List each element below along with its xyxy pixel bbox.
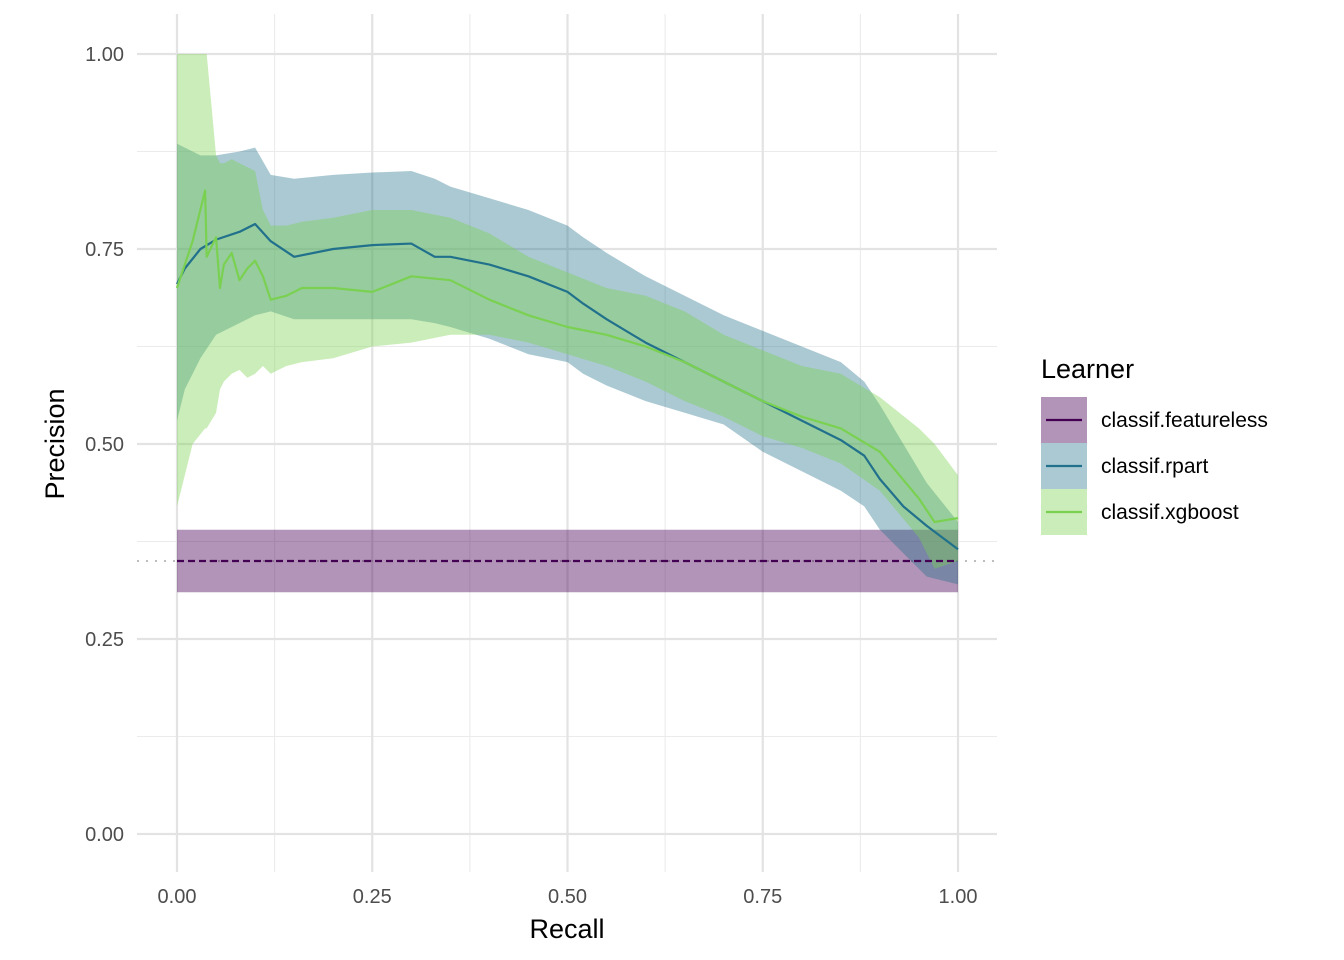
y-tick-label: 0.50 <box>85 434 124 456</box>
x-tick-label: 0.00 <box>158 886 197 908</box>
y-axis-title: Precision <box>40 388 70 499</box>
grid <box>137 14 997 872</box>
classif.xgboost-band <box>177 54 958 569</box>
legend-items: classif.featureless classif.rpart classif.… <box>1041 397 1268 535</box>
series-lines <box>175 189 959 563</box>
x-tick-label: 0.25 <box>353 886 392 908</box>
classif.xgboost-line <box>175 189 959 524</box>
x-axis-ticks: 0.00 0.25 0.50 0.75 1.00 <box>158 886 978 908</box>
classif.rpart-line <box>176 222 959 551</box>
legend-label: classif.featureless <box>1101 409 1268 432</box>
y-axis-ticks: 0.00 0.25 0.50 0.75 1.00 <box>85 44 124 846</box>
x-axis-title: Recall <box>529 914 604 944</box>
legend-label: classif.rpart <box>1101 455 1209 478</box>
x-tick-label: 0.50 <box>548 886 587 908</box>
y-tick-label: 0.00 <box>85 824 124 846</box>
y-tick-label: 0.75 <box>85 239 124 261</box>
legend-item-classif.featureless: classif.featureless <box>1041 397 1268 443</box>
x-tick-label: 1.00 <box>939 886 978 908</box>
legend-title: Learner <box>1041 354 1134 384</box>
y-tick-label: 1.00 <box>85 44 124 66</box>
legend: Learner classif.featureless classif.rpart… <box>1041 354 1268 535</box>
y-tick-label: 0.25 <box>85 629 124 651</box>
legend-item-classif.xgboost: classif.xgboost <box>1041 489 1239 535</box>
x-tick-label: 0.75 <box>743 886 782 908</box>
legend-label: classif.xgboost <box>1101 501 1239 524</box>
legend-item-classif.rpart: classif.rpart <box>1041 443 1209 489</box>
classif.rpart-band <box>177 143 958 585</box>
